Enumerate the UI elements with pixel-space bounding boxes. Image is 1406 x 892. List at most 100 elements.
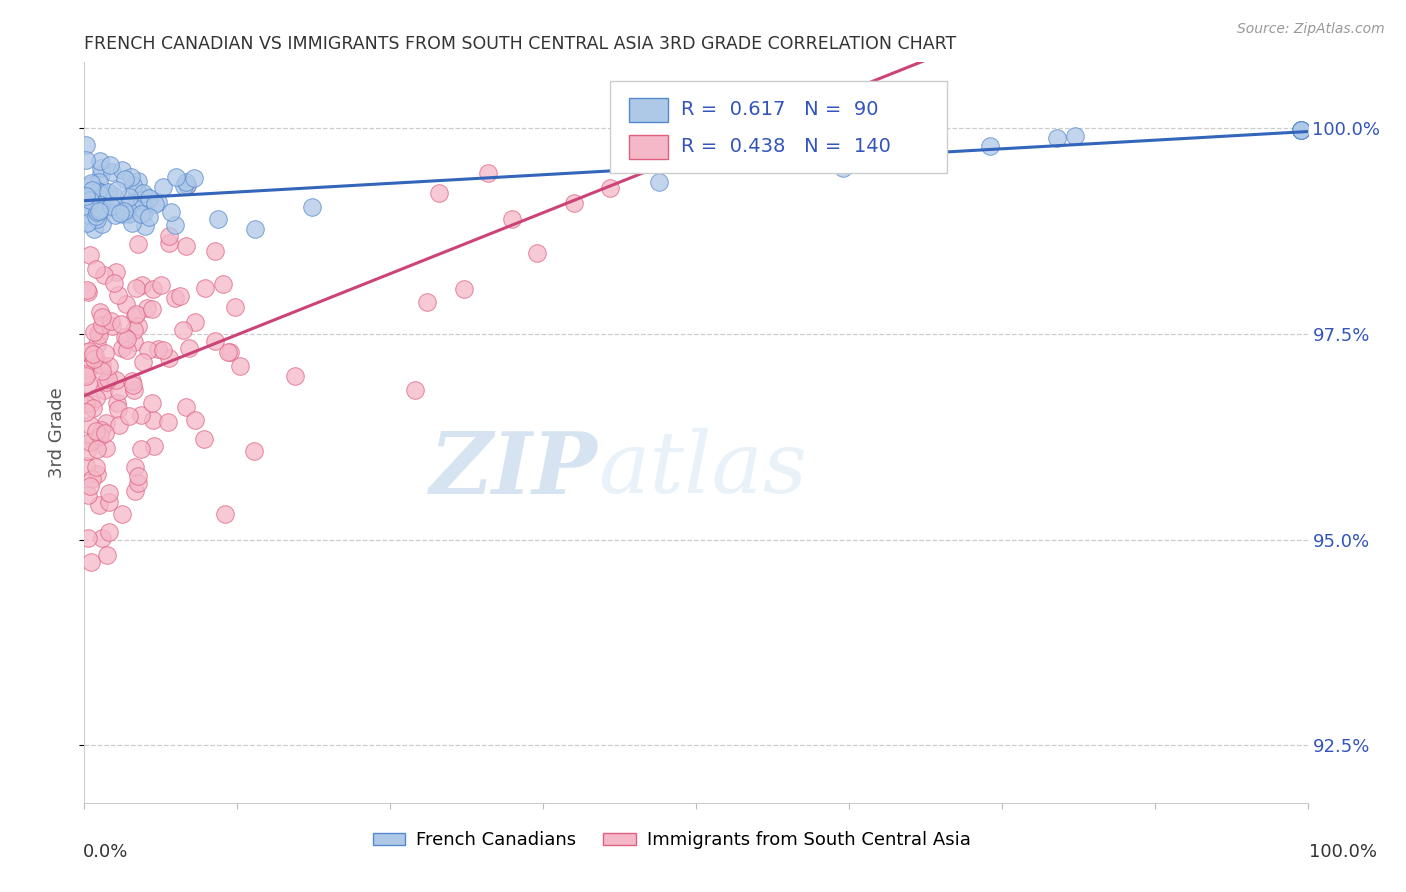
Point	[131, 200, 153, 214]
Point	[84, 459, 107, 474]
Point	[79, 434, 101, 449]
Point	[90, 364, 112, 378]
Point	[1291, 123, 1313, 137]
Point	[86, 442, 108, 457]
Point	[125, 280, 148, 294]
Point	[87, 357, 110, 371]
Point	[79, 555, 101, 569]
Point	[104, 208, 127, 222]
Point	[831, 161, 853, 175]
Point	[526, 246, 548, 260]
Point	[127, 468, 149, 483]
Point	[77, 285, 100, 299]
FancyBboxPatch shape	[610, 81, 946, 173]
Point	[77, 199, 100, 213]
Point	[301, 200, 323, 214]
Point	[218, 345, 240, 359]
Point	[79, 359, 101, 374]
Point	[127, 193, 149, 207]
Point	[107, 402, 129, 417]
Point	[118, 190, 141, 204]
Point	[1291, 123, 1313, 137]
Point	[98, 494, 121, 508]
Y-axis label: 3rd Grade: 3rd Grade	[48, 387, 66, 478]
Point	[1291, 123, 1313, 137]
Point	[90, 423, 112, 437]
Point	[184, 413, 207, 427]
Point	[108, 417, 131, 432]
Point	[114, 171, 136, 186]
Point	[101, 319, 124, 334]
Point	[80, 472, 103, 486]
Point	[214, 507, 236, 521]
Point	[89, 498, 111, 512]
Point	[183, 171, 205, 186]
Point	[132, 186, 155, 200]
Point	[86, 205, 108, 219]
Point	[77, 208, 100, 222]
Point	[100, 314, 122, 328]
Text: R =  0.617   N =  90: R = 0.617 N = 90	[682, 100, 879, 120]
Point	[76, 284, 98, 298]
Point	[87, 184, 110, 198]
Point	[157, 236, 180, 251]
Point	[75, 397, 97, 411]
Point	[89, 154, 111, 169]
Text: ZIP: ZIP	[430, 428, 598, 511]
Point	[121, 374, 143, 388]
Point	[152, 343, 174, 358]
Point	[176, 178, 198, 192]
Point	[84, 261, 107, 276]
Point	[110, 317, 132, 331]
Point	[165, 292, 187, 306]
Point	[120, 196, 142, 211]
Point	[83, 187, 105, 202]
Point	[75, 368, 97, 383]
Point	[87, 203, 110, 218]
Point	[111, 207, 134, 221]
Point	[83, 352, 105, 367]
Point	[94, 346, 117, 360]
Text: 0.0%: 0.0%	[83, 843, 128, 861]
Point	[84, 348, 107, 362]
Point	[146, 343, 169, 357]
Point	[76, 344, 98, 359]
Point	[453, 281, 475, 295]
Point	[89, 202, 111, 216]
Point	[94, 416, 117, 430]
Point	[98, 158, 121, 172]
Point	[127, 476, 149, 491]
Point	[599, 181, 621, 195]
Point	[173, 178, 195, 193]
Point	[1064, 129, 1087, 144]
Point	[93, 189, 115, 203]
Point	[129, 206, 152, 220]
Point	[87, 185, 110, 199]
Point	[86, 209, 108, 223]
Point	[111, 341, 134, 355]
Point	[86, 193, 108, 207]
Point	[416, 294, 439, 309]
Point	[160, 204, 183, 219]
Point	[148, 194, 170, 209]
Point	[217, 345, 239, 359]
Point	[83, 433, 105, 447]
Point	[108, 384, 131, 398]
Point	[79, 194, 101, 208]
Point	[86, 212, 108, 227]
Point	[107, 287, 129, 301]
Point	[94, 441, 117, 455]
Point	[79, 248, 101, 262]
Point	[75, 138, 97, 153]
Point	[90, 167, 112, 181]
Point	[105, 264, 128, 278]
Point	[75, 367, 97, 381]
Point	[243, 443, 266, 458]
Point	[100, 199, 122, 213]
Point	[132, 205, 155, 219]
Point	[101, 165, 124, 179]
Point	[76, 153, 98, 167]
Point	[80, 183, 103, 197]
Text: R =  0.438   N =  140: R = 0.438 N = 140	[682, 137, 891, 156]
Point	[105, 183, 128, 197]
